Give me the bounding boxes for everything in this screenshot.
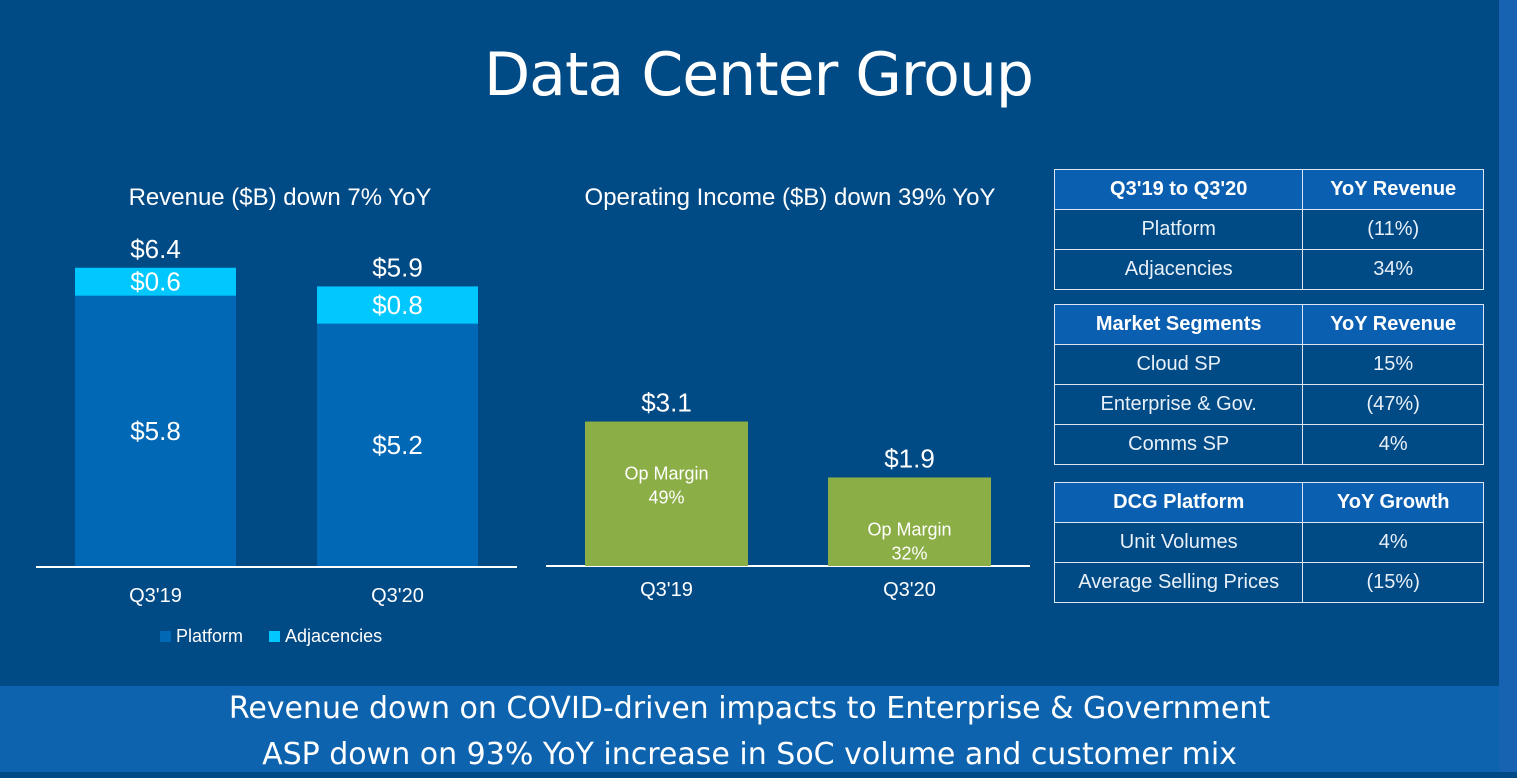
table-cell: Adjacencies <box>1053 249 1304 290</box>
bar-platform <box>317 323 478 566</box>
table-cell: (11%) <box>1302 209 1484 250</box>
table-cell: 34% <box>1302 249 1484 290</box>
table-cell: 4% <box>1302 522 1484 563</box>
table-cell: Average Selling Prices <box>1053 562 1304 603</box>
operating-income-chart-plot: $3.1 Op Margin 49% Q3'19 $1.9 Op Margin 32% Q3'… <box>546 388 1030 601</box>
x-tick-label: Q3'19 <box>129 585 182 607</box>
bar-operating-income <box>828 477 991 566</box>
legend-item-adjacencies: Adjacencies <box>269 626 382 647</box>
x-tick-label: Q3'19 <box>640 579 693 601</box>
table-cell: 15% <box>1302 344 1484 385</box>
data-label-total: $5.9 <box>372 252 423 282</box>
data-label-value: $3.1 <box>641 388 692 418</box>
legend-item-platform: Platform <box>160 626 243 647</box>
legend-label-adjacencies: Adjacencies <box>285 626 383 646</box>
market-segments-table: Market Segments YoY Revenue Cloud SP 15%… <box>1053 304 1484 465</box>
data-label-op-margin: Op Margin <box>867 519 951 539</box>
table-header: Market Segments <box>1053 304 1304 345</box>
table-header: YoY Revenue <box>1302 169 1484 210</box>
data-label-total: $6.4 <box>130 234 181 264</box>
table-cell: Enterprise & Gov. <box>1053 384 1304 425</box>
table-cell: Comms SP <box>1053 424 1304 465</box>
data-label-adjacencies: $0.6 <box>130 267 181 297</box>
legend-swatch-platform <box>160 631 171 642</box>
x-tick-label: Q3'20 <box>371 585 424 607</box>
dcg-platform-table: DCG Platform YoY Growth Unit Volumes 4% … <box>1053 482 1484 603</box>
legend-swatch-adjacencies <box>269 631 281 642</box>
data-label-value: $1.9 <box>884 443 935 473</box>
bar-adjacencies <box>317 286 478 324</box>
bar-operating-income <box>585 421 748 566</box>
bar-adjacencies <box>75 267 236 296</box>
x-tick-label: Q3'20 <box>883 579 936 601</box>
revenue-chart-plot: $5.8 $0.6$6.4 Q3'19 $5.2 $0.8 $5.9 Q3'20 <box>36 234 517 607</box>
table-cell: Platform <box>1053 209 1304 250</box>
table-row: Cloud SP 15% <box>1053 344 1484 385</box>
data-label-adjacencies: $0.8 <box>372 290 423 320</box>
bar-platform <box>75 295 236 566</box>
legend-label-platform: Platform <box>176 626 244 646</box>
table-cell: (47%) <box>1302 384 1484 425</box>
table-cell: Unit Volumes <box>1053 522 1304 563</box>
table-row: Comms SP 4% <box>1053 424 1484 465</box>
table-row: Platform (11%) <box>1053 209 1484 250</box>
table-row: Enterprise & Gov. (47%) <box>1053 384 1484 425</box>
page-title: Data Center Group <box>483 40 1034 110</box>
right-edge-stripe <box>1499 0 1517 772</box>
yoy-revenue-table: Q3'19 to Q3'20 YoY Revenue Platform (11%… <box>1053 169 1484 290</box>
revenue-chart: Revenue ($B) down 7% YoY $5.8 $0.6 $6.4 Q3'… <box>30 175 530 615</box>
data-label-platform: $5.2 <box>372 430 423 460</box>
data-label-platform: $5.8 <box>130 416 181 446</box>
revenue-legend: Platform Adjacencies <box>160 626 382 647</box>
footer-line: Revenue down on COVID-driven impacts to … <box>228 691 1271 726</box>
data-label-op-margin: Op Margin <box>624 464 708 484</box>
footer-line: ASP down on 93% YoY increase in SoC volu… <box>262 737 1237 772</box>
table-cell: 4% <box>1302 424 1484 465</box>
table-header: DCG Platform <box>1053 482 1304 523</box>
table-header: YoY Revenue <box>1302 304 1484 345</box>
table-row: Unit Volumes 4% <box>1053 522 1484 563</box>
table-cell: Cloud SP <box>1053 344 1304 385</box>
table-row: Adjacencies 34% <box>1053 249 1484 290</box>
operating-income-chart-title: Operating Income ($B) down 39% YoY <box>584 184 996 211</box>
operating-income-chart: Operating Income ($B) down 39% YoY $3.1 O… <box>540 175 1040 615</box>
data-label-op-margin: 49% <box>648 488 684 508</box>
data-label-op-margin: 32% <box>891 543 927 563</box>
revenue-chart-title: Revenue ($B) down 7% YoY <box>128 184 432 211</box>
table-header: YoY Growth <box>1302 482 1484 523</box>
table-header: Q3'19 to Q3'20 <box>1053 169 1304 210</box>
table-cell: (15%) <box>1302 562 1484 603</box>
table-row: Average Selling Prices (15%) <box>1053 562 1484 603</box>
footer-banner: Revenue down on COVID-driven impacts to … <box>0 686 1499 772</box>
